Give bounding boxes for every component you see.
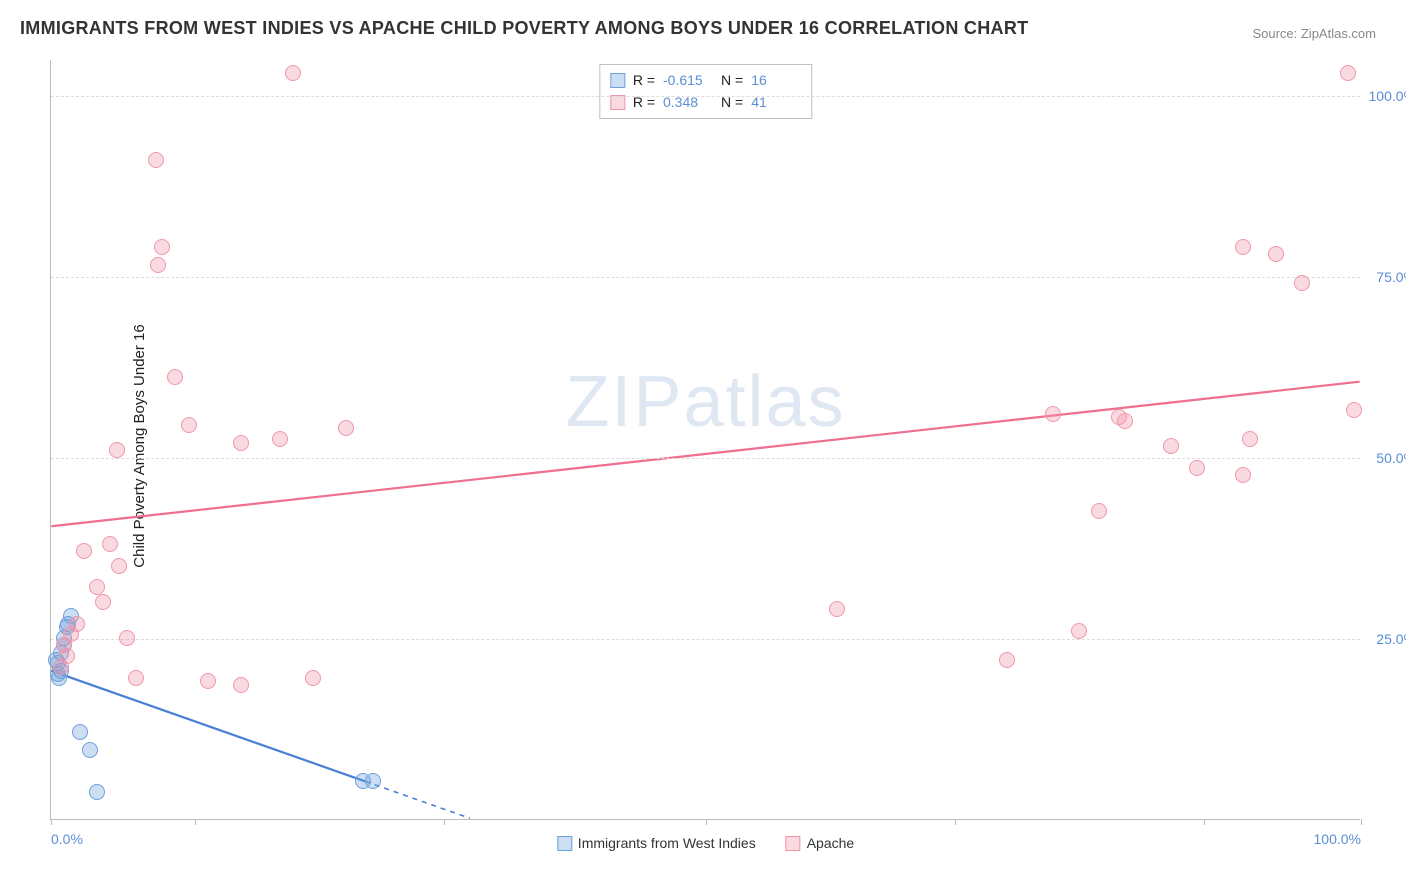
- gridline-h: [51, 96, 1360, 97]
- scatter-point: [1091, 503, 1107, 519]
- r-label: R =: [633, 91, 655, 113]
- legend-item: Apache: [786, 835, 854, 851]
- scatter-point: [338, 420, 354, 436]
- scatter-point: [1235, 467, 1251, 483]
- x-tick: [955, 819, 956, 825]
- scatter-point: [167, 369, 183, 385]
- chart-root: IMMIGRANTS FROM WEST INDIES VS APACHE CH…: [0, 0, 1406, 892]
- scatter-point: [285, 65, 301, 81]
- scatter-point: [72, 724, 88, 740]
- scatter-point: [365, 773, 381, 789]
- trend-line: [51, 382, 1359, 527]
- r-label: R =: [633, 69, 655, 91]
- scatter-point: [829, 601, 845, 617]
- n-value: 16: [751, 69, 801, 91]
- watermark: ZIPatlas: [565, 361, 845, 443]
- scatter-point: [119, 630, 135, 646]
- scatter-point: [1163, 438, 1179, 454]
- x-tick: [195, 819, 196, 825]
- plot-area: ZIPatlas R = -0.615 N = 16 R = 0.348 N = 41…: [50, 60, 1360, 820]
- scatter-point: [111, 558, 127, 574]
- x-tick: [51, 819, 52, 825]
- scatter-point: [1117, 413, 1133, 429]
- scatter-point: [999, 652, 1015, 668]
- source-prefix: Source:: [1252, 26, 1300, 41]
- scatter-point: [76, 543, 92, 559]
- scatter-point: [200, 673, 216, 689]
- source-link[interactable]: ZipAtlas.com: [1301, 26, 1376, 41]
- stats-row: R = 0.348 N = 41: [610, 91, 801, 113]
- gridline-h: [51, 639, 1360, 640]
- scatter-point: [82, 742, 98, 758]
- scatter-point: [1045, 406, 1061, 422]
- x-tick: [706, 819, 707, 825]
- scatter-point: [272, 431, 288, 447]
- scatter-point: [1346, 402, 1362, 418]
- scatter-point: [233, 677, 249, 693]
- r-value: 0.348: [663, 91, 713, 113]
- scatter-point: [154, 239, 170, 255]
- scatter-point: [148, 152, 164, 168]
- stats-swatch: [610, 73, 625, 88]
- scatter-point: [1340, 65, 1356, 81]
- gridline-h: [51, 458, 1360, 459]
- y-tick-label: 100.0%: [1369, 88, 1406, 104]
- scatter-point: [109, 442, 125, 458]
- scatter-point: [53, 659, 69, 675]
- stats-row: R = -0.615 N = 16: [610, 69, 801, 91]
- scatter-point: [1071, 623, 1087, 639]
- scatter-point: [1189, 460, 1205, 476]
- scatter-point: [181, 417, 197, 433]
- scatter-point: [305, 670, 321, 686]
- scatter-point: [63, 626, 79, 642]
- scatter-point: [1242, 431, 1258, 447]
- legend-swatch: [786, 836, 801, 851]
- x-tick: [444, 819, 445, 825]
- scatter-point: [233, 435, 249, 451]
- scatter-point: [95, 594, 111, 610]
- n-label: N =: [721, 91, 743, 113]
- y-tick-label: 50.0%: [1376, 450, 1406, 466]
- scatter-point: [1235, 239, 1251, 255]
- correlation-stats-box: R = -0.615 N = 16 R = 0.348 N = 41: [599, 64, 812, 119]
- scatter-point: [128, 670, 144, 686]
- legend-swatch: [557, 836, 572, 851]
- n-label: N =: [721, 69, 743, 91]
- x-tick-label: 0.0%: [51, 831, 83, 847]
- x-tick: [1361, 819, 1362, 825]
- scatter-point: [150, 257, 166, 273]
- scatter-point: [89, 579, 105, 595]
- legend-label: Apache: [807, 835, 854, 851]
- chart-title: IMMIGRANTS FROM WEST INDIES VS APACHE CH…: [20, 18, 1028, 39]
- scatter-point: [1268, 246, 1284, 262]
- y-tick-label: 25.0%: [1376, 631, 1406, 647]
- gridline-h: [51, 277, 1360, 278]
- legend-item: Immigrants from West Indies: [557, 835, 756, 851]
- legend-label: Immigrants from West Indies: [578, 835, 756, 851]
- x-tick: [1204, 819, 1205, 825]
- stats-swatch: [610, 95, 625, 110]
- y-tick-label: 75.0%: [1376, 269, 1406, 285]
- n-value: 41: [751, 91, 801, 113]
- trend-line-extrapolated: [365, 781, 470, 818]
- source-attribution: Source: ZipAtlas.com: [1252, 26, 1376, 41]
- x-tick-label: 100.0%: [1314, 831, 1361, 847]
- legend: Immigrants from West Indies Apache: [557, 835, 854, 851]
- scatter-point: [102, 536, 118, 552]
- r-value: -0.615: [663, 69, 713, 91]
- scatter-point: [1294, 275, 1310, 291]
- scatter-point: [89, 784, 105, 800]
